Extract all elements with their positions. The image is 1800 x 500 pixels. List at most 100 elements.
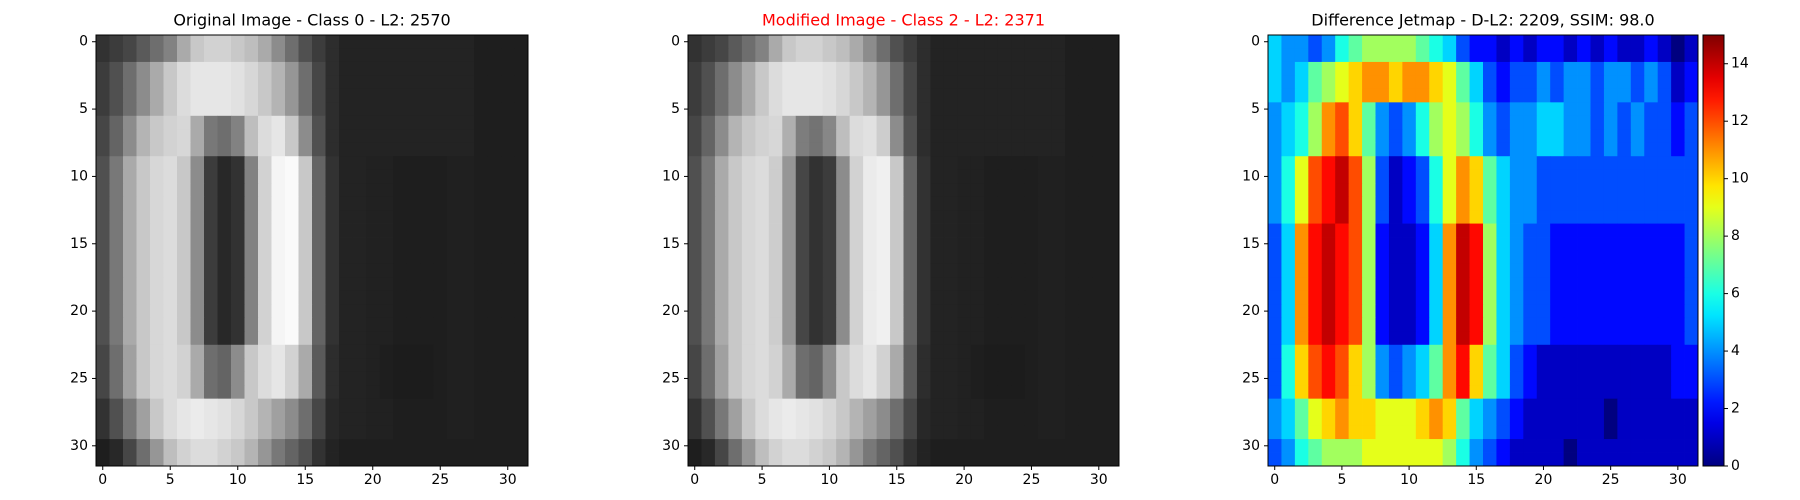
pixel	[809, 290, 824, 305]
pixel	[688, 169, 702, 184]
colorbar-tick-label: 2	[1731, 401, 1740, 417]
pixel	[1657, 317, 1672, 332]
pixel	[501, 304, 515, 319]
pixel	[96, 156, 110, 171]
pixel	[514, 223, 529, 238]
pixel	[217, 223, 232, 238]
pixel	[487, 35, 502, 49]
pixel	[1294, 331, 1309, 346]
pixel	[1657, 344, 1672, 359]
pixel	[714, 358, 729, 373]
pixel	[1509, 237, 1524, 251]
pixel	[863, 385, 877, 400]
pixel	[190, 398, 205, 413]
pixel	[123, 88, 137, 103]
pixel	[393, 61, 407, 76]
pixel	[1496, 156, 1511, 171]
pixel	[447, 452, 461, 467]
pixel	[501, 331, 515, 346]
pixel	[997, 358, 1012, 373]
pixel	[984, 290, 999, 305]
pixel	[1671, 223, 1685, 238]
pixel	[501, 385, 515, 400]
pixel	[1577, 129, 1591, 144]
pixel	[876, 129, 891, 144]
pixel	[1523, 250, 1538, 265]
pixel	[1065, 196, 1079, 211]
pixel	[1617, 88, 1632, 103]
pixel	[876, 439, 891, 453]
pixel	[163, 169, 178, 184]
pixel	[1563, 452, 1578, 467]
pixel	[312, 142, 326, 157]
pixel	[809, 196, 824, 211]
pixel	[1630, 439, 1645, 453]
pixel	[1429, 277, 1444, 292]
pixel	[1038, 425, 1053, 440]
pixel	[447, 48, 461, 63]
pixel	[943, 196, 958, 211]
pixel	[136, 102, 151, 117]
pixel	[943, 304, 958, 319]
pixel	[406, 425, 421, 440]
pixel	[514, 61, 529, 76]
pixel	[1523, 277, 1538, 292]
pixel	[836, 237, 851, 251]
pixel	[1456, 35, 1470, 49]
pixel	[809, 129, 824, 144]
pixel	[163, 48, 178, 63]
pixel	[379, 196, 394, 211]
pixel	[1335, 196, 1350, 211]
pixel	[231, 277, 245, 292]
pixel	[501, 425, 515, 440]
pixel	[1281, 75, 1296, 90]
pixel	[1308, 371, 1323, 386]
pixel	[460, 102, 475, 117]
pixel	[150, 129, 164, 144]
pixel	[1038, 331, 1053, 346]
pixel	[163, 129, 178, 144]
pixel	[177, 102, 191, 117]
pixel	[1644, 317, 1659, 332]
pixel	[393, 88, 407, 103]
pixel	[714, 263, 729, 278]
pixel	[1268, 102, 1282, 117]
pixel	[1456, 88, 1470, 103]
pixel	[1630, 290, 1645, 305]
pixel	[1456, 183, 1470, 198]
pixel	[366, 156, 380, 171]
pixel	[1294, 290, 1309, 305]
pixel	[393, 75, 407, 90]
pixel	[984, 452, 999, 467]
pixel	[1483, 344, 1497, 359]
pixel	[366, 48, 380, 63]
pixel	[258, 169, 272, 184]
pixel	[231, 452, 245, 467]
pixel	[285, 223, 299, 238]
pixel	[1550, 35, 1565, 49]
pixel	[231, 425, 245, 440]
pixel	[150, 210, 164, 224]
pixel	[997, 156, 1012, 171]
pixel	[1563, 183, 1578, 198]
pixel	[325, 425, 340, 440]
y-tick-label: 0	[79, 34, 88, 50]
pixel	[312, 412, 326, 426]
pixel	[325, 169, 340, 184]
pixel	[916, 358, 931, 373]
pixel	[1051, 250, 1066, 265]
pixel	[1065, 412, 1079, 426]
pixel	[890, 223, 904, 238]
pixel	[1523, 35, 1538, 49]
pixel	[1105, 61, 1120, 76]
pixel	[1105, 210, 1120, 224]
pixel	[1078, 290, 1093, 305]
pixel	[1321, 196, 1336, 211]
pixel	[1402, 102, 1417, 117]
pixel	[809, 371, 824, 386]
pixel	[916, 88, 931, 103]
pixel	[1563, 156, 1578, 171]
pixel	[1536, 452, 1551, 467]
pixel	[231, 385, 245, 400]
pixel	[1577, 88, 1591, 103]
